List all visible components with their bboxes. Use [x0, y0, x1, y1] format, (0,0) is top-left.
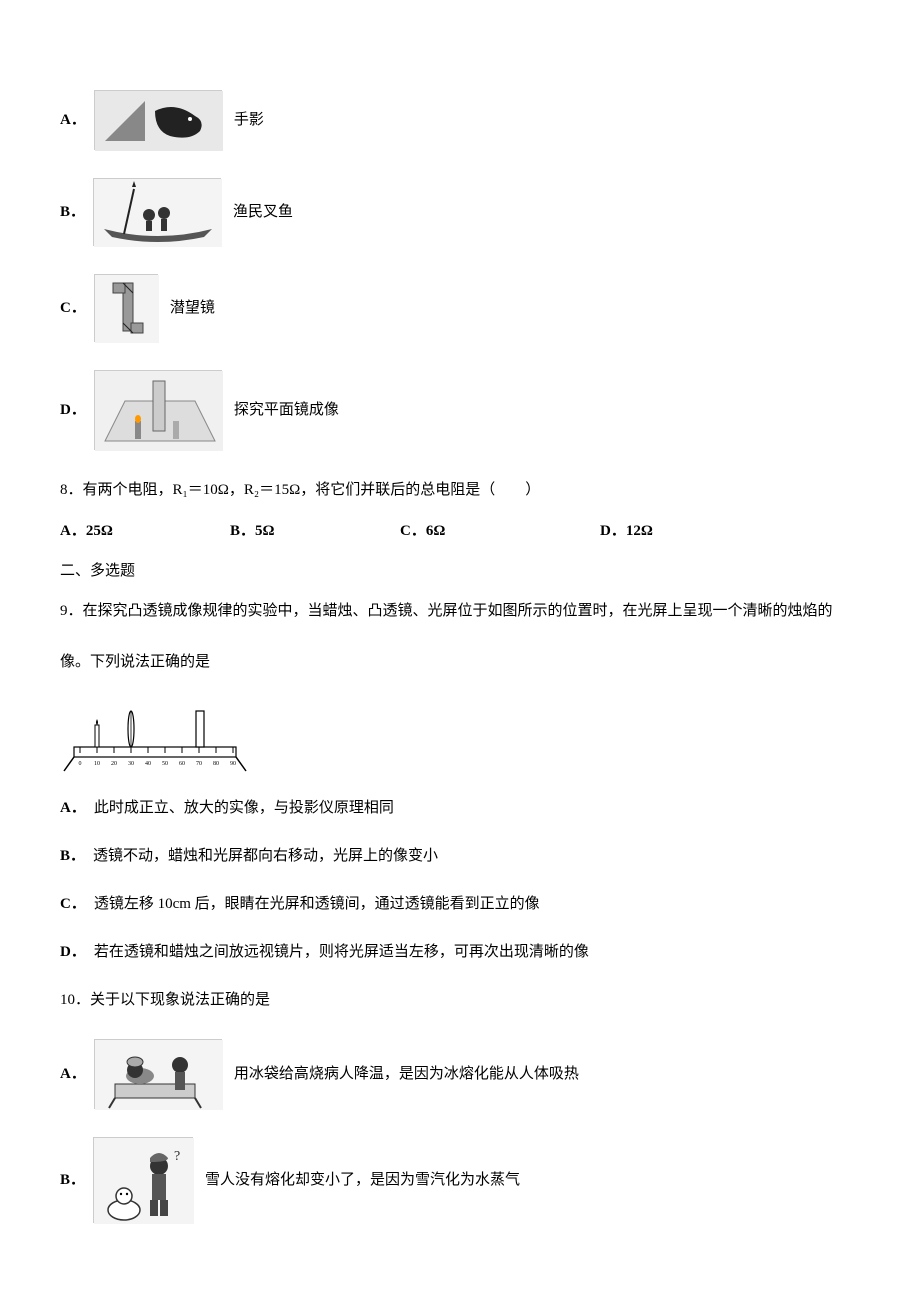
- option-text: 探究平面镜成像: [234, 398, 339, 422]
- q8-choice-d: D．12Ω: [600, 519, 653, 543]
- option-label: B．: [60, 848, 85, 864]
- shadow-image: [94, 90, 222, 150]
- svg-text:60: 60: [179, 761, 185, 767]
- option-text: 若在透镜和蜡烛之间放远视镜片，则将光屏适当左移，可再次出现清晰的像: [94, 944, 589, 960]
- option-label: B．: [60, 1168, 85, 1192]
- option-label: C．: [60, 896, 86, 912]
- q7-option-b: B． 渔民叉鱼: [60, 178, 860, 246]
- q7-option-c: C． 潜望镜: [60, 274, 860, 342]
- periscope-image: [94, 274, 158, 342]
- svg-text:80: 80: [213, 761, 219, 767]
- q8-choices: A．25Ω B．5Ω C．6Ω D．12Ω: [60, 519, 860, 543]
- q8-stem: 8．有两个电阻，R₁＝10Ω，R₂＝15Ω，将它们并联后的总电阻是（ ）: [60, 474, 860, 507]
- q9-option-c: C． 透镜左移 10cm 后，眼睛在光屏和透镜间，通过透镜能看到正立的像: [60, 889, 860, 919]
- option-label: D．: [60, 944, 86, 960]
- q8-choice-a: A．25Ω: [60, 519, 113, 543]
- svg-text:30: 30: [128, 761, 134, 767]
- option-text: 潜望镜: [170, 296, 215, 320]
- q8-choice-b: B．5Ω: [230, 519, 275, 543]
- option-text: 此时成正立、放大的实像，与投影仪原理相同: [94, 800, 394, 816]
- q9-option-d: D． 若在透镜和蜡烛之间放远视镜片，则将光屏适当左移，可再次出现清晰的像: [60, 937, 860, 967]
- fisherman-image: [93, 178, 221, 246]
- q9-figure: 0 10 20 30 40 50 60 70 80 90: [60, 695, 860, 773]
- q9-option-a: A． 此时成正立、放大的实像，与投影仪原理相同: [60, 793, 860, 823]
- svg-text:10: 10: [94, 761, 100, 767]
- snowman-image: ?: [93, 1137, 193, 1223]
- mirror-image: [94, 370, 222, 450]
- svg-text:90: 90: [230, 761, 236, 767]
- svg-text:?: ?: [174, 1149, 180, 1164]
- option-text: 手影: [234, 108, 264, 132]
- svg-text:20: 20: [111, 761, 117, 767]
- option-text: 渔民叉鱼: [233, 200, 293, 224]
- svg-text:0: 0: [79, 761, 82, 767]
- option-label: C．: [60, 296, 86, 320]
- svg-text:70: 70: [196, 761, 202, 767]
- q9-option-b: B． 透镜不动，蜡烛和光屏都向右移动，光屏上的像变小: [60, 841, 860, 871]
- q9-stem-line2: 像。下列说法正确的是: [60, 647, 860, 677]
- option-text: 用冰袋给高烧病人降温，是因为冰熔化能从人体吸热: [234, 1062, 579, 1086]
- svg-text:50: 50: [162, 761, 168, 767]
- q7-option-a: A． 手影: [60, 90, 860, 150]
- option-label: A．: [60, 1062, 86, 1086]
- option-label: A．: [60, 108, 86, 132]
- option-text: 透镜不动，蜡烛和光屏都向右移动，光屏上的像变小: [93, 848, 438, 864]
- option-text: 透镜左移 10cm 后，眼睛在光屏和透镜间，通过透镜能看到正立的像: [94, 896, 540, 912]
- option-text: 雪人没有熔化却变小了，是因为雪汽化为水蒸气: [205, 1168, 520, 1192]
- q10-stem: 10．关于以下现象说法正确的是: [60, 985, 860, 1015]
- option-label: D．: [60, 398, 86, 422]
- q9-stem-line1: 9．在探究凸透镜成像规律的实验中，当蜡烛、凸透镜、光屏位于如图所示的位置时，在光…: [60, 593, 860, 629]
- option-label: B．: [60, 200, 85, 224]
- q7-option-d: D． 探究平面镜成像: [60, 370, 860, 450]
- q10-option-a: A． 用冰袋给高烧病人降温，是因为冰熔化能从人体吸热: [60, 1039, 860, 1109]
- section-2-header: 二、多选题: [60, 559, 860, 583]
- q8-choice-c: C．6Ω: [400, 519, 445, 543]
- option-label: A．: [60, 800, 86, 816]
- svg-text:40: 40: [145, 761, 151, 767]
- q10-option-b: B． ? 雪人没有熔化却变小了，是因为雪汽化为水蒸气: [60, 1137, 860, 1223]
- icebag-image: [94, 1039, 222, 1109]
